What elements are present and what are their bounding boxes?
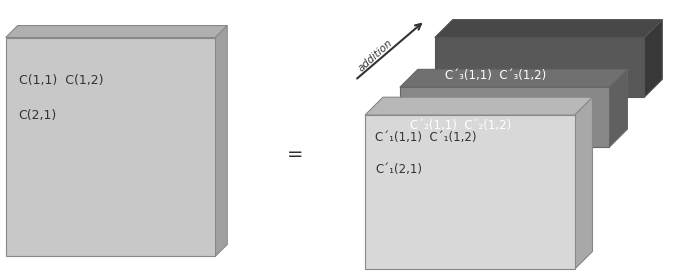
- Polygon shape: [435, 37, 644, 97]
- Text: C´₁(1,1)  C´₁(1,2): C´₁(1,1) C´₁(1,2): [375, 131, 477, 144]
- Polygon shape: [609, 69, 628, 147]
- Text: =: =: [287, 145, 303, 164]
- Polygon shape: [435, 20, 663, 37]
- Text: C(2,1): C(2,1): [18, 109, 57, 122]
- Text: C(1,1)  C(1,2): C(1,1) C(1,2): [18, 74, 103, 87]
- Polygon shape: [365, 97, 592, 115]
- Text: C´₂(1,1)  C´₂(1,2): C´₂(1,1) C´₂(1,2): [410, 119, 511, 131]
- Polygon shape: [365, 115, 574, 269]
- Text: addition: addition: [356, 37, 394, 73]
- Polygon shape: [400, 87, 609, 147]
- Text: C´₃(1,1)  C´₃(1,2): C´₃(1,1) C´₃(1,2): [445, 69, 546, 82]
- Text: C´₁(2,1): C´₁(2,1): [375, 163, 422, 176]
- Polygon shape: [5, 37, 215, 256]
- Polygon shape: [574, 97, 592, 269]
- Polygon shape: [644, 20, 663, 97]
- Polygon shape: [215, 26, 227, 256]
- Polygon shape: [400, 69, 628, 87]
- Polygon shape: [5, 26, 227, 37]
